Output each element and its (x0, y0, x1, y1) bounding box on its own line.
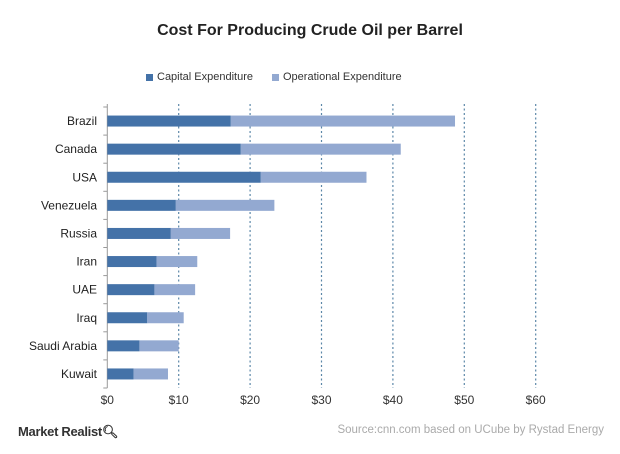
x-tick-label: $20 (240, 393, 260, 407)
bar-capex (107, 284, 155, 296)
bar-capex (107, 171, 261, 183)
y-category-label: Russia (60, 226, 97, 240)
y-category-label: Iraq (76, 311, 97, 325)
bar-opex (170, 227, 231, 239)
y-category-label: Iran (76, 255, 97, 269)
y-category-label: Venezuela (41, 198, 97, 212)
bar-capex (107, 256, 157, 268)
bar-opex (175, 199, 275, 211)
y-category-label: Kuwait (61, 367, 98, 381)
source-note: Source:cnn.com based on UCube by Rystad … (337, 424, 604, 436)
legend-label: Operational Expenditure (283, 71, 402, 83)
chart-title: Cost For Producing Crude Oil per Barrel (157, 22, 463, 39)
legend-swatch (272, 73, 279, 81)
magnifier-icon: 🔍︎ (101, 424, 119, 439)
bar-opex (133, 368, 168, 380)
legend-item-opex: Operational Expenditure (272, 71, 402, 83)
bar-opex (230, 115, 456, 127)
bar-opex (156, 256, 198, 268)
x-tick-label: $60 (526, 393, 546, 407)
bar-capex (107, 143, 241, 155)
bar-capex (107, 199, 176, 211)
x-tick-label: $30 (311, 393, 331, 407)
bar-capex (107, 312, 148, 324)
y-category-label: UAE (72, 283, 97, 297)
x-tick-label: $10 (169, 393, 189, 407)
bar-capex (107, 340, 140, 352)
bar-opex (147, 312, 184, 324)
y-category-label: USA (72, 170, 97, 184)
bar-opex (240, 143, 401, 155)
bar-opex (139, 340, 179, 352)
bar-capex (107, 368, 134, 380)
bar-opex (260, 171, 367, 183)
legend-swatch (146, 73, 153, 81)
x-tick-label: $0 (101, 393, 115, 407)
y-category-label: Saudi Arabia (29, 339, 97, 353)
bar-capex (107, 115, 231, 127)
x-tick-label: $40 (383, 393, 403, 407)
legend-item-capex: Capital Expenditure (146, 71, 253, 83)
y-category-label: Brazil (67, 114, 97, 128)
y-category-label: Canada (55, 142, 97, 156)
market-realist-logo: Market Realist🔍︎ (18, 424, 119, 439)
legend-label: Capital Expenditure (157, 71, 254, 83)
x-tick-label: $50 (454, 393, 474, 407)
bar-opex (154, 284, 196, 296)
bar-capex (107, 227, 171, 239)
